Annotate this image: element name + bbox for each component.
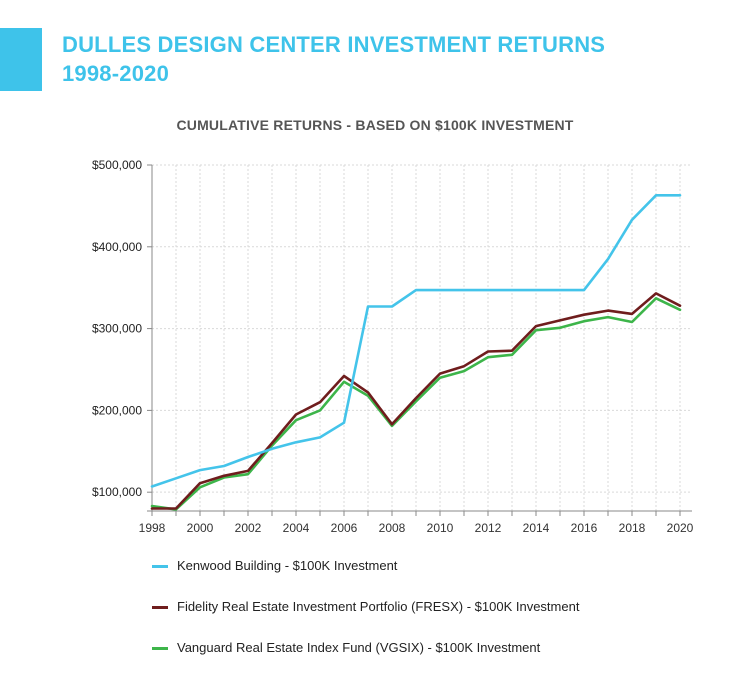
legend-swatch-vgsix	[152, 647, 168, 650]
y-tick-label: $400,000	[92, 240, 142, 254]
series-line-0	[150, 194, 682, 488]
x-tick-label: 2010	[427, 521, 454, 535]
page-title-line-2: 1998-2020	[62, 61, 170, 86]
chart-grid	[151, 164, 690, 511]
x-tick-label: 1998	[139, 521, 166, 535]
x-tick-label: 2000	[187, 521, 214, 535]
x-tick-label: 2018	[619, 521, 646, 535]
x-tick-label: 2004	[283, 521, 310, 535]
x-tick-label: 2008	[379, 521, 406, 535]
series-line-1	[150, 292, 682, 510]
y-tick-label: $200,000	[92, 403, 142, 417]
legend-label-kenwood: Kenwood Building - $100K Investment	[177, 558, 398, 573]
chart-series	[150, 194, 682, 511]
x-tick-label: 2016	[571, 521, 598, 535]
x-tick-label: 2014	[523, 521, 550, 535]
legend-label-fresx: Fidelity Real Estate Investment Portfoli…	[177, 599, 580, 614]
chart-axes: $100,000 $200,000 $300,000 $400,000 $500,000…	[92, 158, 694, 535]
legend-label-vgsix: Vanguard Real Estate Index Fund (VGSIX) …	[177, 640, 541, 655]
chart-title: CUMULATIVE RETURNS - BASED ON $100K INVE…	[176, 117, 574, 133]
y-tick-label: $500,000	[92, 158, 142, 172]
legend-swatch-fresx	[152, 606, 168, 609]
page-title: DULLES DESIGN CENTER INVESTMENT RETURNS …	[62, 30, 605, 88]
y-tick-label: $100,000	[92, 485, 142, 499]
y-tick-label: $300,000	[92, 322, 142, 336]
header-accent-bar	[0, 28, 42, 91]
page-title-line-1: DULLES DESIGN CENTER INVESTMENT RETURNS	[62, 32, 606, 57]
x-tick-label: 2012	[475, 521, 502, 535]
x-tick-label: 2002	[235, 521, 262, 535]
x-tick-label: 2020	[667, 521, 694, 535]
series-line-2	[150, 296, 682, 511]
legend-swatch-kenwood	[152, 565, 168, 568]
x-tick-label: 2006	[331, 521, 358, 535]
